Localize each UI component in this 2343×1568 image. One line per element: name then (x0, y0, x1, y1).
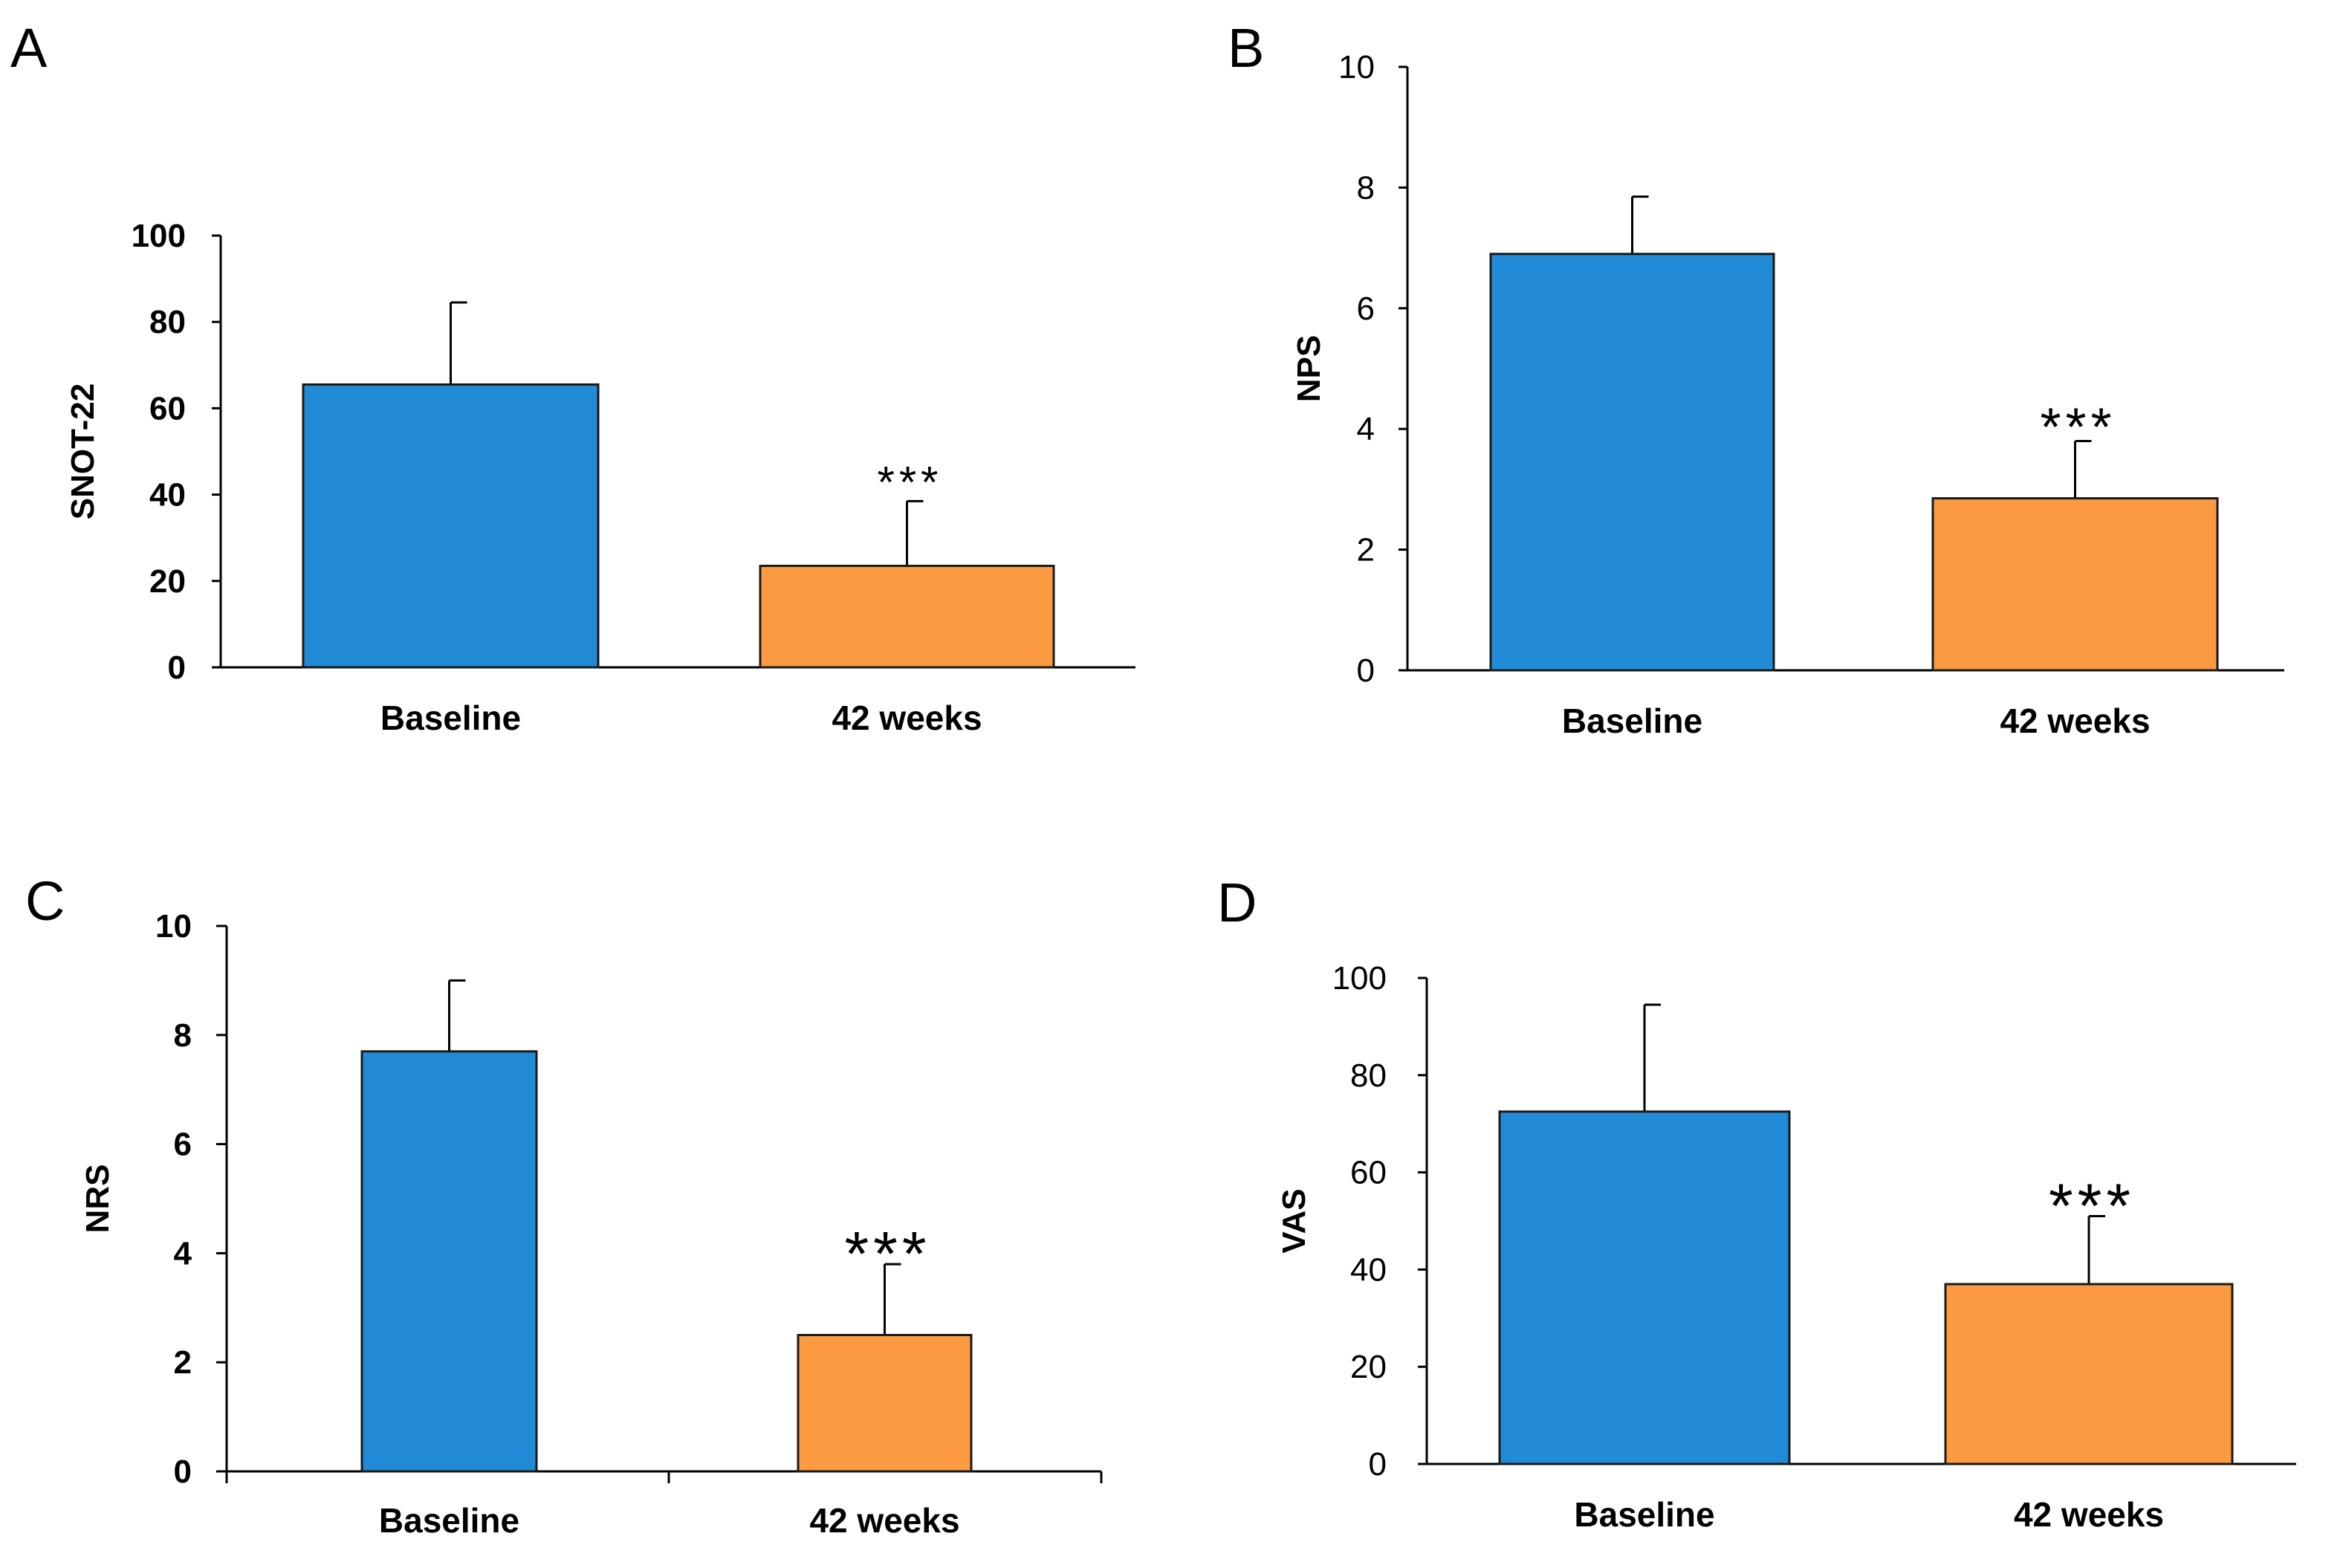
chart-panel-a: A 0 20 40 60 80 100 SNOT-22 Baseline *** 42 weeks (0, 0, 1159, 773)
x-category-label: 42 weeks (2000, 702, 2150, 740)
chart-d: 0 20 40 60 80 100 VAS Baseline *** 42 weeks (1276, 960, 2296, 1534)
y-axis-label: SNOT-22 (65, 383, 101, 519)
bar-42-weeks (797, 1334, 973, 1473)
y-tick-label: 80 (149, 304, 186, 340)
chart-panel-d: D 0 20 40 60 80 100 VAS Baseline *** 42 weeks (1182, 825, 2343, 1568)
y-tick-label: 60 (1350, 1155, 1387, 1191)
y-tick-label: 2 (1357, 532, 1375, 568)
bar-42-weeks (759, 564, 1055, 669)
bar-baseline (302, 383, 600, 669)
significance-label: *** (844, 1219, 930, 1289)
y-tick-label: 20 (1350, 1349, 1387, 1385)
chart-b: 0 2 4 6 8 10 NPS Baseline *** 42 weeks (1291, 49, 2284, 740)
y-tick-label: 60 (149, 390, 186, 427)
panel-letter-b: B (1228, 17, 1265, 79)
y-tick-label: 0 (1357, 652, 1375, 689)
y-tick-label: 4 (1357, 411, 1375, 447)
y-tick-label: 6 (174, 1127, 192, 1163)
y-tick-label: 0 (174, 1454, 192, 1490)
chart-c: 0 2 4 6 8 10 NRS Baseline *** 42 weeks (80, 908, 1103, 1540)
x-category-label: 42 weeks (809, 1501, 959, 1540)
y-tick-label: 40 (1350, 1251, 1387, 1288)
x-category-label: Baseline (1574, 1495, 1714, 1534)
bar-baseline (1498, 1110, 1791, 1465)
y-tick-label: 80 (1350, 1057, 1387, 1094)
y-tick-label: 40 (149, 477, 186, 514)
x-category-label: 42 weeks (2014, 1495, 2164, 1534)
y-tick-label: 100 (132, 218, 186, 254)
bar-42-weeks (1944, 1283, 2234, 1465)
significance-label: *** (2049, 1170, 2135, 1240)
x-category-label: Baseline (1562, 702, 1702, 740)
chart-a: 0 20 40 60 80 100 SNOT-22 Baseline *** 42 weeks (65, 218, 1135, 737)
significance-label: *** (2040, 398, 2116, 457)
y-axis-label: NPS (1291, 335, 1327, 402)
panel-letter-d: D (1217, 872, 1257, 933)
y-tick-label: 10 (1338, 49, 1375, 85)
y-tick-label: 8 (1357, 169, 1375, 206)
x-category-label: Baseline (379, 1501, 519, 1540)
y-tick-label: 100 (1332, 960, 1387, 997)
y-tick-label: 0 (1369, 1446, 1387, 1483)
y-axis-label: VAS (1276, 1188, 1312, 1253)
y-tick-label: 2 (174, 1344, 192, 1381)
x-category-label: 42 weeks (832, 699, 982, 737)
x-category-label: Baseline (380, 699, 521, 737)
chart-panel-c: C 0 2 4 6 8 10 NRS Baseline *** 42 weeks (0, 825, 1159, 1568)
bar-baseline (360, 1050, 538, 1473)
bar-baseline (1489, 253, 1775, 672)
significance-label: *** (877, 457, 942, 507)
panel-letter-c: C (25, 870, 65, 932)
y-tick-label: 4 (174, 1235, 192, 1271)
panel-letter-a: A (10, 17, 48, 79)
y-tick-label: 6 (1357, 291, 1375, 327)
chart-panel-b: B 0 2 4 6 8 10 NPS Baseline *** 42 weeks (1182, 0, 2343, 773)
y-axis-label: NRS (80, 1164, 116, 1234)
y-tick-label: 20 (149, 563, 186, 600)
y-tick-label: 10 (155, 908, 192, 945)
bar-42-weeks (1931, 497, 2219, 672)
y-tick-label: 0 (168, 649, 186, 686)
y-tick-label: 8 (174, 1017, 192, 1054)
